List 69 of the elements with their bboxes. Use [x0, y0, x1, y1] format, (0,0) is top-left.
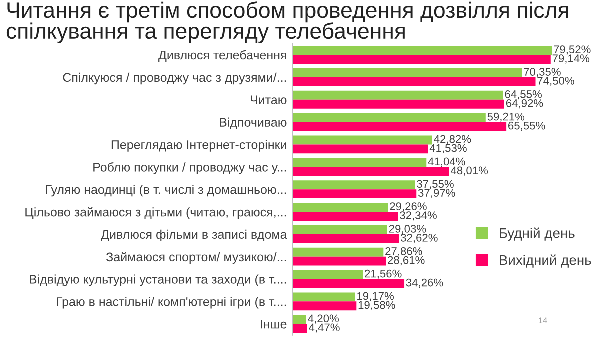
bar: [292, 100, 505, 109]
y-tick-label: Спілкуюся / проводжу час з друзями/...: [63, 72, 286, 85]
annotation: 14: [539, 318, 548, 324]
y-tick-label: Роблю покупки / проводжу час у...: [94, 162, 286, 174]
y-tick-label: Дивлюся фільми в записі вдома: [101, 230, 288, 242]
y-tick-label: Відпочиваю: [220, 118, 287, 130]
data-label: 79,14%: [552, 54, 590, 64]
y-tick-label: Гуляю наодинці (в т. числі з домашньою...: [46, 185, 286, 197]
bar: [292, 292, 356, 302]
bar: [292, 90, 504, 100]
data-label: 64,55%: [505, 90, 542, 100]
bar: [292, 190, 417, 199]
data-label: 19,17%: [358, 292, 394, 302]
data-label: 74,50%: [538, 77, 574, 86]
data-label: 41,53%: [430, 144, 467, 154]
bar: [292, 136, 432, 145]
bar: [292, 55, 551, 64]
data-label: 32,62%: [400, 234, 438, 244]
data-label: 70,35%: [524, 68, 561, 78]
data-label: 28,61%: [388, 256, 425, 266]
data-label: 65,55%: [508, 122, 546, 132]
data-label: 27,86%: [386, 247, 422, 257]
bar: [292, 256, 386, 266]
data-label: 4,47%: [309, 324, 340, 333]
data-label: 34,26%: [406, 278, 444, 288]
data-label: 64,92%: [506, 99, 544, 109]
y-tick-label: Займаюся спортом/ музикою/...: [106, 252, 286, 264]
bar: [292, 68, 522, 78]
data-label: 21,56%: [365, 270, 402, 280]
bar: [292, 225, 388, 234]
data-label: 29,26%: [390, 202, 427, 212]
data-label: 48,01%: [451, 166, 488, 176]
bar: [292, 113, 486, 122]
data-label: 37,97%: [418, 189, 456, 198]
data-label: 29,03%: [389, 225, 426, 234]
bar: [292, 180, 416, 190]
y-tick-label: Дивлюся телебачення: [158, 50, 286, 62]
chart-title: Читання є третім способом проведення дозвілля після спілкування та перегляду телебачення: [6, 2, 568, 44]
legend-label: Вихідний день: [500, 254, 592, 268]
bar: [292, 248, 384, 257]
data-label: 4,20%: [308, 314, 339, 324]
bar: [292, 279, 405, 288]
bar: [292, 270, 364, 280]
legend-label: Будній день: [500, 228, 575, 241]
bar: [292, 234, 400, 244]
y-tick-label: Читаю: [250, 96, 287, 105]
data-label: 32,34%: [400, 212, 437, 221]
bar: [292, 212, 398, 221]
data-label: 37,55%: [417, 180, 454, 190]
bar: [292, 302, 357, 311]
bar: [292, 203, 388, 212]
bar: [292, 167, 450, 176]
y-tick-label: Граю в настільні/ комп'ютерні ігри (в т....: [57, 297, 286, 309]
y-tick-label: Відвідую культурні установи та заходи (в т....: [30, 274, 286, 286]
y-tick-label: Цільово займаюся з дітьми (читаю, граюся,...: [26, 207, 286, 220]
bar: [292, 158, 427, 168]
data-label: 41,04%: [428, 158, 466, 167]
y-tick-label: Інше: [261, 320, 287, 329]
y-tick-label: Переглядаю Інтернет-сторінки: [112, 140, 286, 152]
bar: [292, 122, 507, 132]
bar: [292, 324, 308, 334]
data-label: 79,52%: [554, 46, 591, 55]
bar: [292, 77, 536, 86]
bar: [292, 46, 552, 56]
bar: [292, 144, 428, 154]
bar: [292, 315, 306, 324]
data-label: 42,82%: [434, 135, 472, 145]
data-label: 19,58%: [358, 301, 396, 310]
data-label: 59,21%: [488, 112, 525, 122]
